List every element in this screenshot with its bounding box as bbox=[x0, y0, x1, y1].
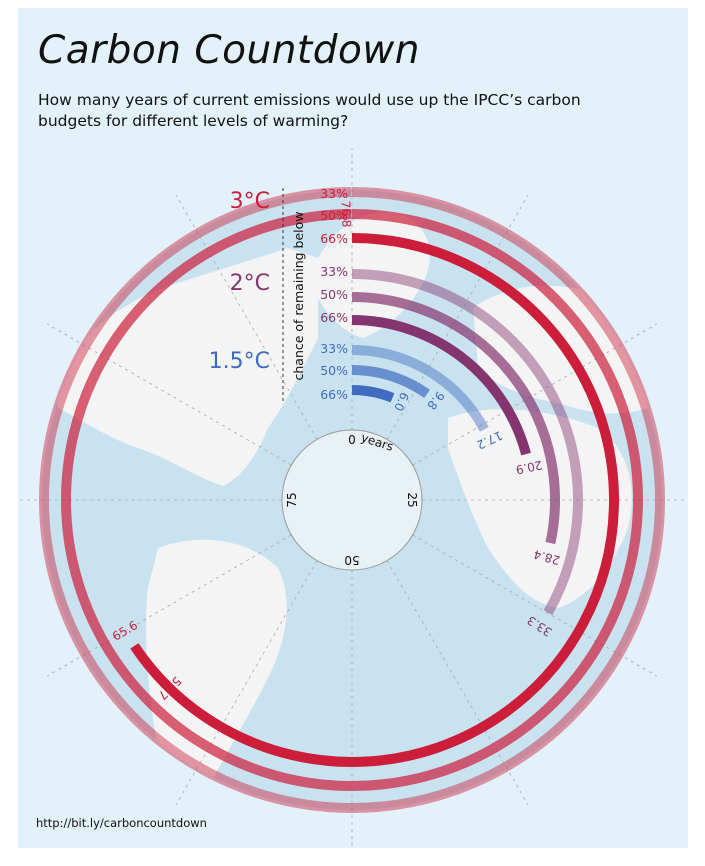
grid-spoke bbox=[175, 194, 318, 440]
grid-spoke bbox=[412, 534, 658, 677]
grid-spoke bbox=[175, 560, 318, 806]
bar-1.5c-50 bbox=[351, 365, 430, 399]
chance-label: 66% bbox=[320, 231, 348, 246]
value-label: 76.8 bbox=[339, 200, 354, 227]
north-america-land bbox=[58, 248, 318, 486]
grid-spoke bbox=[46, 323, 292, 466]
bar-1.5c-33 bbox=[351, 345, 489, 432]
infographic-panel: Carbon Countdown How many years of curre… bbox=[18, 8, 688, 848]
grid-spoke bbox=[386, 560, 529, 806]
page-subtitle: How many years of current emissions woul… bbox=[38, 91, 581, 130]
africa-land bbox=[448, 409, 632, 608]
chance-label: 33% bbox=[320, 341, 348, 356]
scale-tick-label: 75 bbox=[285, 492, 299, 507]
bar-3c-50 bbox=[60, 209, 643, 791]
source-url[interactable]: http://bit.ly/carboncountdown bbox=[36, 816, 207, 830]
group-label: 1.5°C bbox=[209, 349, 270, 374]
chance-label: 33% bbox=[320, 186, 348, 201]
chance-label: 50% bbox=[320, 208, 348, 223]
value-label: 20.9 bbox=[515, 458, 544, 477]
chance-label: 50% bbox=[320, 287, 348, 302]
chance-label: 50% bbox=[320, 363, 348, 378]
scale-tick-label: 0 bbox=[348, 433, 356, 447]
grid-spoke bbox=[386, 194, 529, 440]
value-label: 28.4 bbox=[532, 547, 561, 568]
grid-spoke bbox=[46, 534, 292, 677]
bar-3c-66 bbox=[130, 233, 619, 767]
page-title: Carbon Countdown bbox=[38, 28, 420, 73]
chance-label: 66% bbox=[320, 387, 348, 402]
group-label: 2°C bbox=[230, 271, 270, 296]
vertical-axis-label: chance of remaining below bbox=[291, 212, 306, 381]
scale-circle bbox=[281, 429, 423, 571]
bar-1.5c-66 bbox=[351, 385, 395, 403]
scale-tick-label: 25 bbox=[405, 492, 419, 507]
bar-2c-50 bbox=[351, 292, 560, 545]
group-label: 3°C bbox=[230, 189, 270, 214]
bar-2c-66 bbox=[351, 315, 531, 456]
bar-2c-33 bbox=[351, 269, 583, 616]
bar-3c-33 bbox=[38, 187, 665, 813]
grid-spoke bbox=[412, 323, 658, 466]
chance-label: 33% bbox=[320, 264, 348, 279]
scale-tick-label: 50 bbox=[344, 553, 359, 567]
chance-label: 66% bbox=[320, 310, 348, 325]
